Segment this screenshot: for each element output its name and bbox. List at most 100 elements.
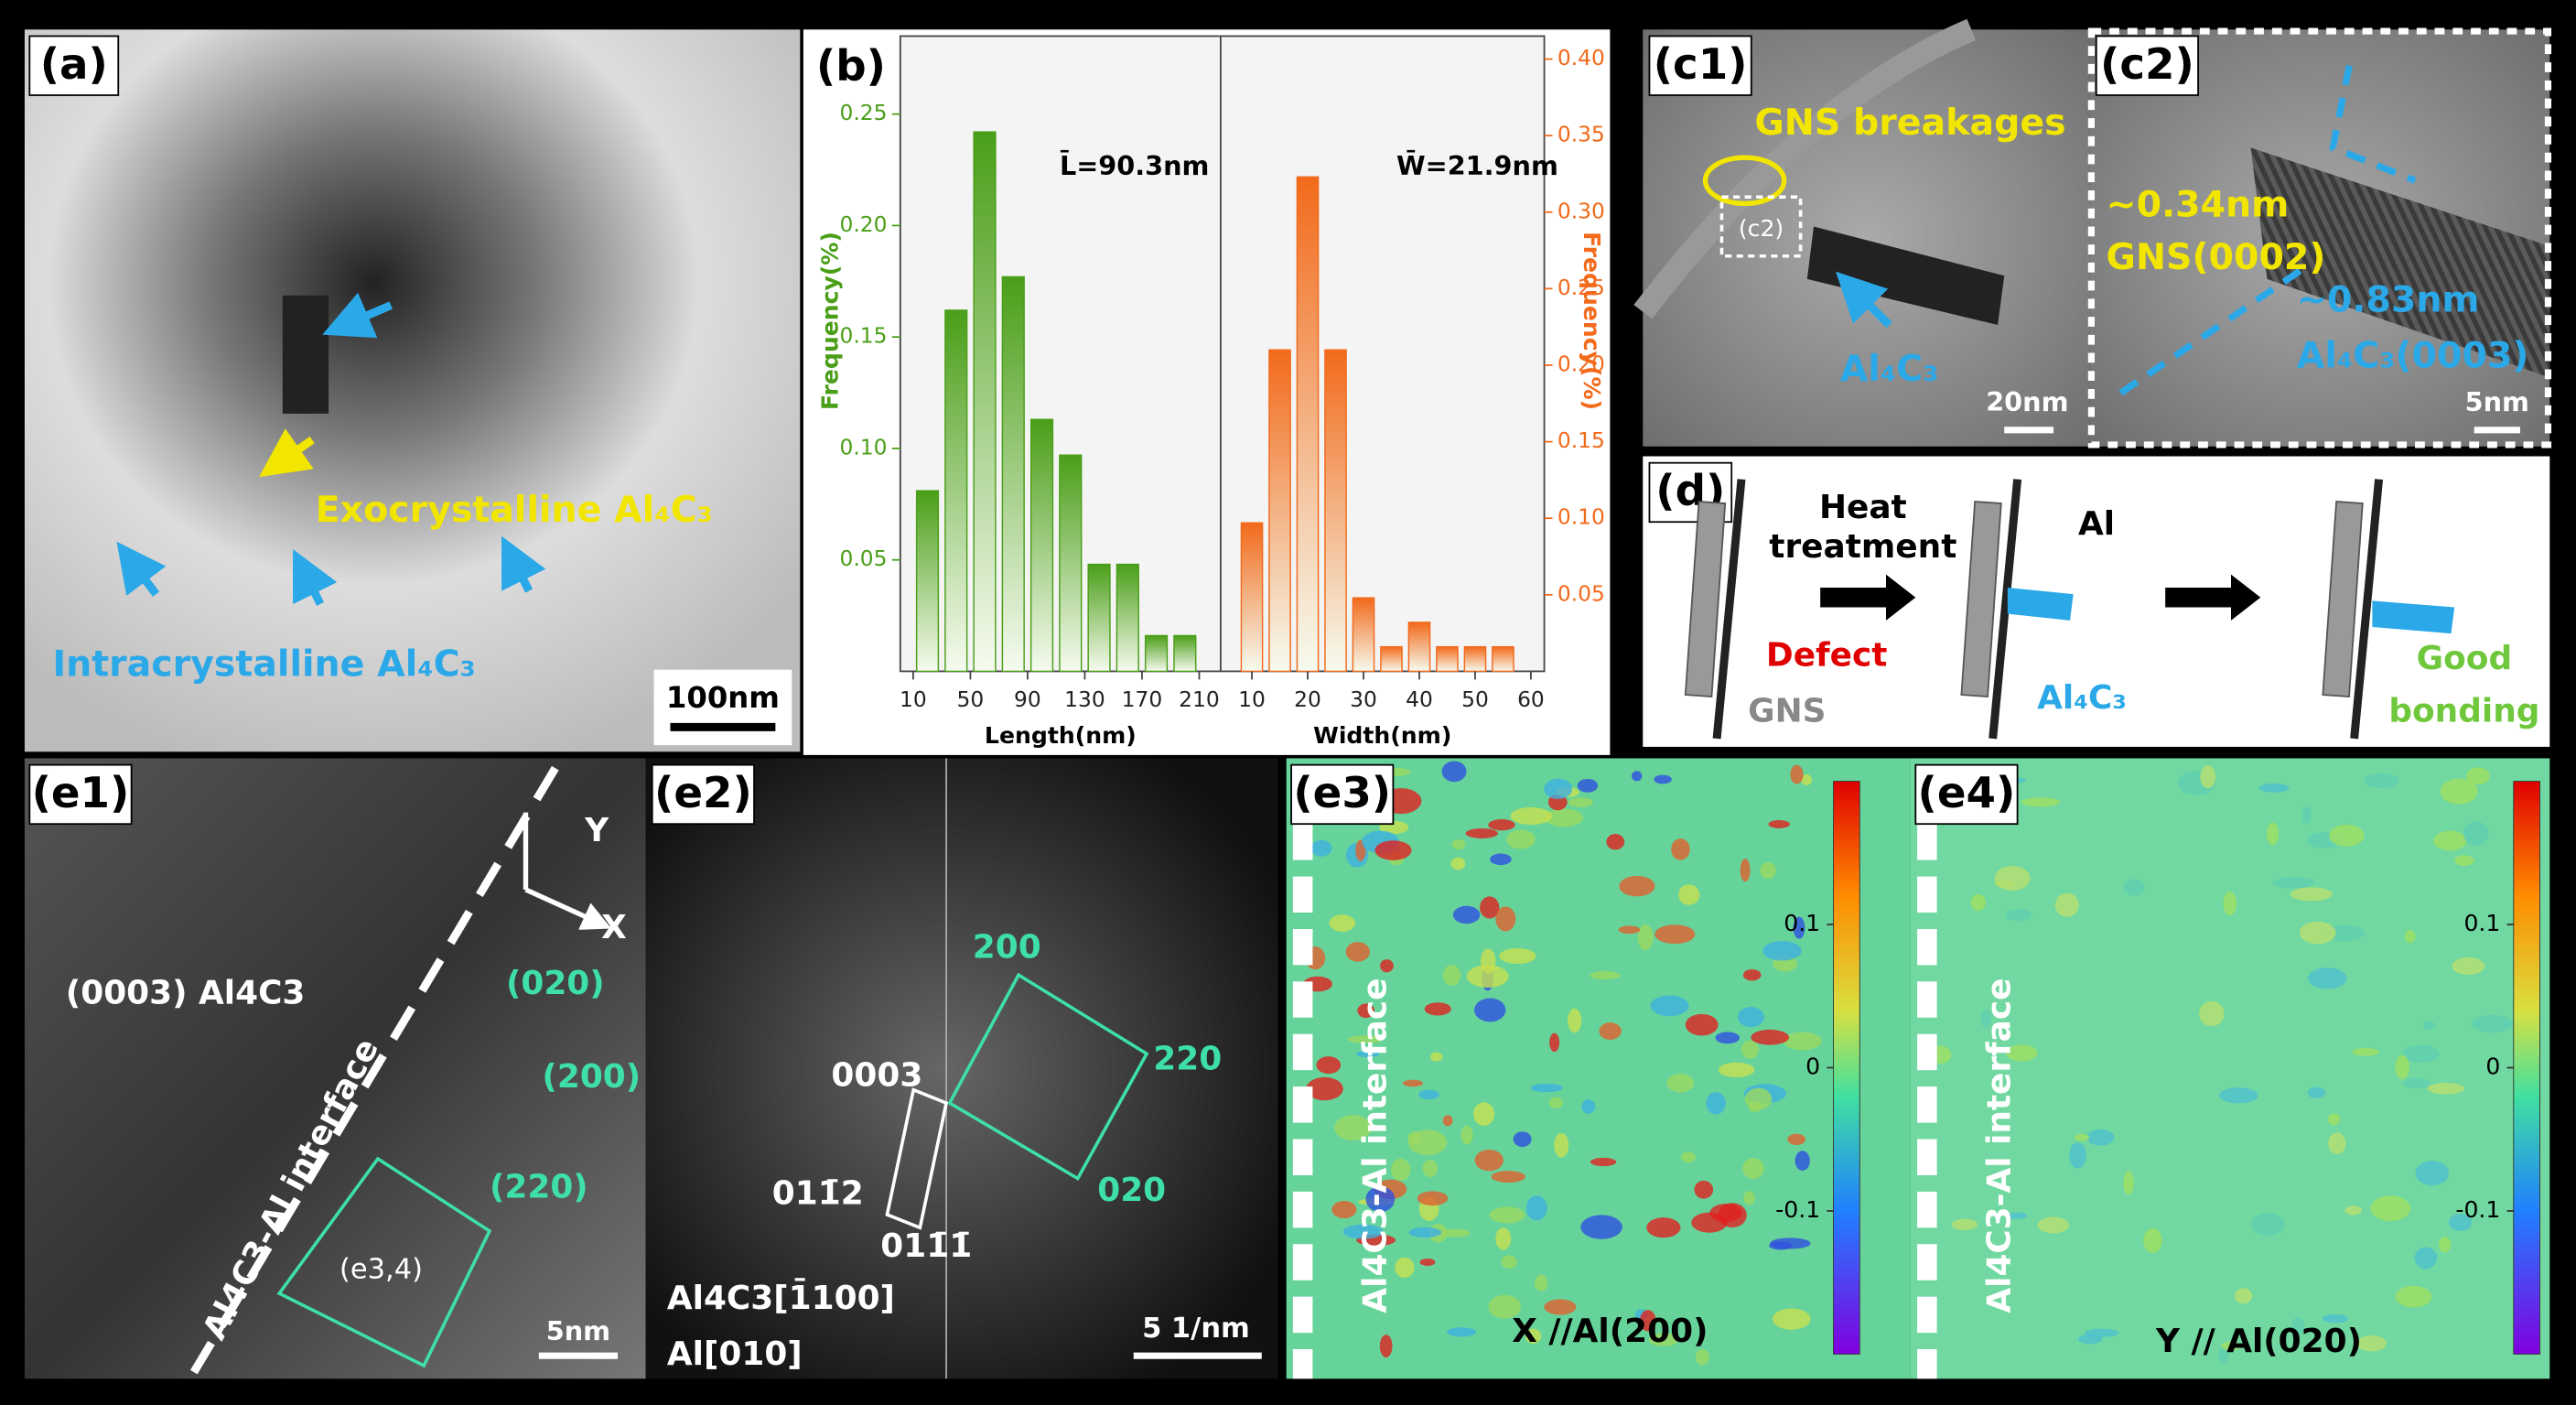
- strain-blob: [2308, 967, 2347, 989]
- phase: [1806, 226, 2005, 326]
- strain-blob: [1650, 995, 1689, 1017]
- strain-blob: [1738, 1007, 1764, 1028]
- strain-map: [1910, 758, 2550, 1379]
- annotation: 011̄1̄: [880, 1227, 972, 1265]
- bar: [1380, 645, 1403, 673]
- strain-blob: [2307, 1086, 2325, 1098]
- x-tick-label: 130: [1064, 687, 1105, 712]
- strain-blob: [1356, 1050, 1380, 1058]
- arrow: [1836, 271, 1892, 329]
- strain-blob: [1741, 1040, 1760, 1059]
- al-boundary: [2350, 479, 2384, 740]
- strain-blob: [1787, 1133, 1806, 1145]
- annotation: (0003) Al4C3: [66, 975, 306, 1012]
- strain-blob: [2403, 1077, 2430, 1089]
- annotation: Al₄C₃(0003): [2297, 334, 2529, 376]
- strain-blob: [1744, 1087, 1773, 1110]
- x-tick-label: 30: [1350, 687, 1377, 712]
- inset-box: [1719, 195, 1803, 258]
- bar: [973, 131, 997, 673]
- strain-blob: [1751, 1029, 1790, 1045]
- strain-blob: [1577, 778, 1599, 793]
- strain-blob: [1534, 1274, 1548, 1292]
- strain-blob: [1447, 1327, 1477, 1337]
- panel-label: (e2): [654, 769, 752, 818]
- strain-blob: [1801, 773, 1812, 785]
- y-tick-label: 0.25: [1557, 276, 1605, 300]
- strain-blob: [1640, 1310, 1656, 1332]
- process-arrows: [1820, 574, 2261, 621]
- strain-blob: [2301, 806, 2312, 825]
- panel-e2: (e2) 200 220 0003 020 011̄2 011̄1̄ Al4C3…: [645, 758, 1278, 1379]
- strain-blob: [1474, 998, 1506, 1022]
- al-boundary: [1989, 479, 2022, 740]
- panel-d: (d) Heat treatment Al Defect GNS Al₄C₃ G…: [1643, 456, 2550, 747]
- panel-label: (e4): [1918, 769, 2016, 818]
- annotation: 200: [973, 928, 1041, 966]
- strain-blob: [1450, 857, 1466, 870]
- strain-blob: [2364, 773, 2399, 789]
- x-tick-label: 20: [1294, 687, 1321, 712]
- strain-blob: [1718, 1062, 1755, 1077]
- strain-blob: [1646, 1217, 1681, 1238]
- strain-blob: [2218, 1087, 2258, 1104]
- strain-blob: [2217, 1347, 2229, 1364]
- strain-blob: [1581, 1099, 1596, 1114]
- strain-blob: [2223, 892, 2236, 916]
- arrow: [322, 292, 393, 339]
- strain-blob: [1480, 896, 1500, 919]
- y-tick-label: 0.05: [839, 546, 887, 571]
- strain-blob: [1513, 1131, 1532, 1147]
- reciprocal-box: [885, 1087, 949, 1230]
- arrow: [293, 548, 338, 606]
- gns: [1633, 18, 1977, 319]
- strain-blob: [1549, 1032, 1560, 1053]
- strain-blob: [1590, 1157, 1617, 1167]
- strain-blob: [1678, 884, 1700, 905]
- colorbar-tick-label: 0: [1805, 1054, 1820, 1080]
- bar: [1268, 349, 1291, 673]
- strain-blob: [2414, 1247, 2438, 1270]
- strain-blob: [2327, 1113, 2341, 1126]
- strain-blob: [1473, 1102, 1495, 1127]
- strain-blob: [1970, 893, 1987, 912]
- strain-blob: [2291, 1316, 2305, 1336]
- strain-blob: [1544, 808, 1584, 827]
- strain-blob: [1422, 1159, 1439, 1178]
- strain-blob: [1331, 1200, 1357, 1219]
- strain-blob: [1793, 916, 1805, 939]
- bar: [1352, 597, 1375, 673]
- y-tick-label: 0.20: [839, 212, 887, 237]
- y-axis-label: Frequency(%): [1579, 232, 1605, 410]
- panel-label: (a): [40, 40, 108, 90]
- strain-blob: [2005, 909, 2032, 922]
- annotation: 0003: [831, 1056, 922, 1094]
- strain-blob: [1342, 1224, 1384, 1239]
- annotation: Heat: [1819, 489, 1907, 526]
- strain-blob: [2472, 1014, 2514, 1033]
- panel-label: (c1): [1654, 40, 1748, 90]
- strain-blob: [2329, 824, 2365, 847]
- annotation: 011̄2: [772, 1174, 864, 1212]
- strain-blob: [1762, 941, 1802, 961]
- strain-blob: [1706, 1091, 1726, 1115]
- scale-label: 5 1/nm: [1142, 1313, 1250, 1345]
- strain-blob: [1715, 1032, 1741, 1044]
- bar: [1029, 418, 1054, 673]
- strain-blob: [1510, 806, 1553, 826]
- strain-blob: [1418, 1089, 1439, 1100]
- y-tick-label: 0.15: [1557, 428, 1605, 453]
- bar: [915, 490, 940, 673]
- strain-blob: [2078, 1334, 2103, 1345]
- annotation: GNS(0002): [2107, 236, 2326, 278]
- strain-blob: [2439, 1237, 2452, 1253]
- scale-label: 20nm: [1986, 386, 2068, 417]
- label-box: [1648, 35, 1752, 96]
- y-tick-label: 0.30: [1557, 199, 1605, 223]
- colorbar-tick-label: 0: [2485, 1054, 2500, 1080]
- strain-blob: [1671, 838, 1690, 860]
- strain-blob: [1417, 1191, 1449, 1206]
- annotation: (c2): [1739, 215, 1784, 242]
- strain-blob: [1310, 839, 1332, 857]
